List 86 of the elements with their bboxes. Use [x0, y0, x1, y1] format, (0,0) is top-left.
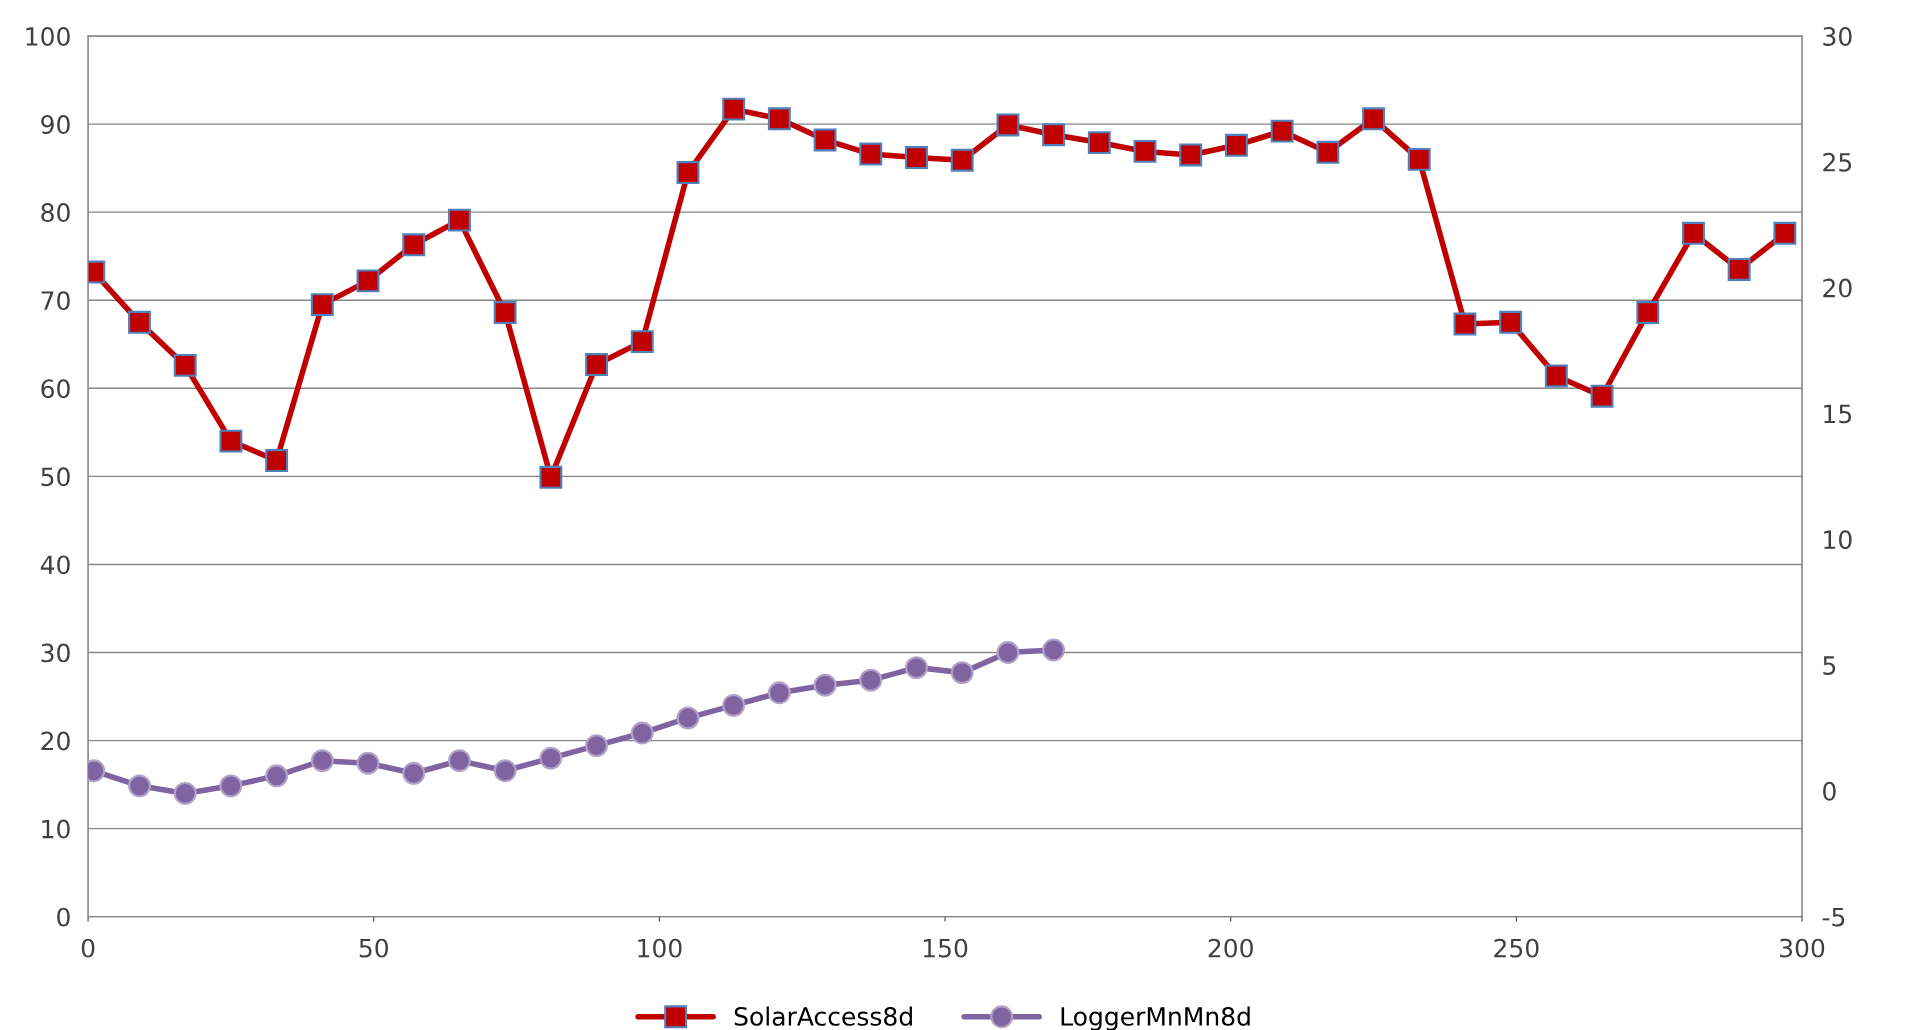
point [1499, 310, 1523, 334]
point [1636, 301, 1660, 325]
point [767, 107, 791, 131]
y2-tick-label: 15 [1824, 404, 1852, 424]
point [493, 759, 517, 783]
y-tick-label: 50 [41, 467, 70, 487]
point [173, 353, 197, 377]
point [585, 734, 609, 758]
x-tick-label: 300 [1780, 938, 1825, 958]
legend-label: LoggerMnMn8d [1061, 1006, 1250, 1030]
point [219, 429, 243, 453]
point [722, 693, 746, 717]
y2-tick-label: -5 [1822, 907, 1845, 927]
point [128, 310, 151, 334]
y-tick-label: 0 [57, 907, 70, 927]
y-tick-label: 60 [41, 379, 70, 399]
point [539, 746, 563, 770]
point [813, 128, 837, 152]
point [950, 661, 974, 685]
point [1727, 257, 1751, 281]
point [1042, 123, 1066, 147]
point [585, 353, 609, 376]
point [905, 656, 928, 680]
y-tick-label: 40 [40, 555, 70, 575]
point [1773, 221, 1797, 245]
y-tick-label: 30 [41, 643, 70, 663]
point [722, 97, 746, 121]
y2-tick-label: 20 [1823, 278, 1852, 298]
y2-tick-label: 0 [1823, 781, 1836, 801]
point [1362, 107, 1385, 131]
point [265, 449, 289, 472]
point [265, 764, 289, 788]
point [539, 465, 563, 489]
point [1682, 221, 1705, 245]
point [905, 146, 928, 170]
point [1270, 119, 1294, 143]
legend-label: SolarAccess8d [734, 1006, 912, 1026]
point [859, 668, 883, 692]
point [447, 208, 471, 232]
point [447, 749, 471, 773]
point [676, 706, 700, 730]
y2-tick-label: 5 [1823, 656, 1836, 675]
y2-tick-label: 25 [1823, 152, 1852, 172]
y2-tick-label: 10 [1824, 530, 1852, 550]
point [1087, 131, 1111, 155]
point [1316, 140, 1340, 164]
y2-tick-label: 30 [1823, 26, 1852, 46]
point [1544, 364, 1568, 388]
point [1179, 143, 1203, 167]
point [996, 641, 1020, 664]
point [676, 161, 700, 185]
x-tick-label: 50 [359, 938, 388, 958]
point [767, 681, 791, 705]
point [219, 774, 243, 798]
y-tick-label: 70 [41, 291, 70, 311]
x-tick-label: 150 [923, 938, 968, 958]
point [1407, 147, 1431, 171]
point [630, 721, 654, 745]
point [173, 781, 197, 805]
x-tick-label: 100 [638, 938, 682, 958]
point [1453, 312, 1477, 336]
point [1590, 384, 1614, 408]
y-tick-label: 90 [41, 115, 70, 134]
point [402, 761, 426, 785]
y-tick-label: 100 [26, 26, 70, 46]
y-tick-label: 80 [41, 203, 70, 223]
point [310, 749, 334, 773]
point [996, 113, 1020, 137]
x-tick-label: 0 [81, 938, 95, 958]
point [402, 233, 426, 257]
y-tick-label: 20 [41, 731, 70, 751]
point [859, 142, 883, 166]
point [1042, 638, 1066, 662]
x-tick-label: 250 [1494, 938, 1539, 958]
point [356, 269, 380, 293]
point [950, 148, 974, 172]
point [493, 301, 517, 325]
point [1133, 139, 1157, 163]
point [630, 330, 654, 354]
point [128, 774, 151, 798]
point [356, 751, 380, 775]
x-tick-label: 200 [1208, 938, 1253, 958]
point [813, 673, 837, 697]
point [310, 293, 334, 317]
point [1224, 133, 1248, 157]
y-tick-label: 10 [42, 819, 70, 839]
